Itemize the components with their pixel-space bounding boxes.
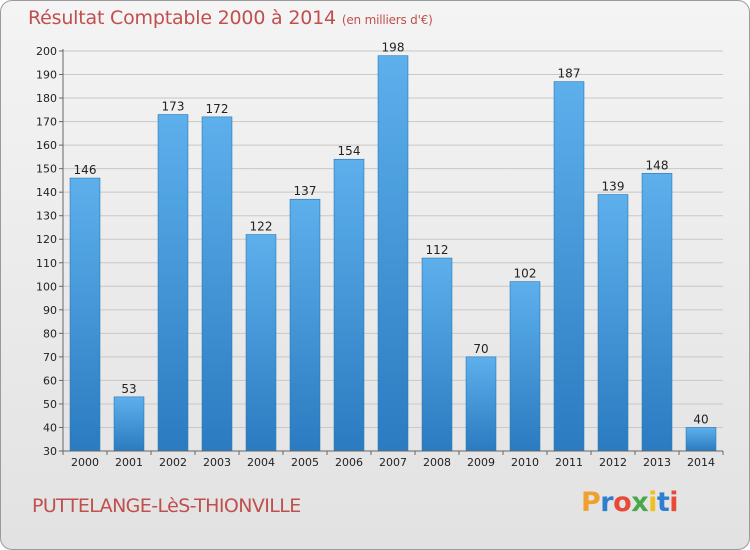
value-labels: 146 53 173 172 122 137 154 198 112 70 102 187 139 148…: [74, 41, 709, 427]
bar: [69, 177, 101, 452]
bar: [289, 198, 321, 452]
x-tick-label: 2013: [643, 456, 671, 469]
bar: [685, 427, 717, 452]
x-tick-label: 2011: [555, 456, 583, 469]
y-tick-label: 90: [43, 304, 57, 317]
y-tick-label: 140: [36, 186, 57, 199]
y-tick-label: 170: [36, 116, 57, 129]
bar: [377, 55, 409, 452]
logo-letter: o: [613, 487, 632, 518]
y-tick-label: 160: [36, 139, 57, 152]
value-label: 146: [74, 163, 97, 177]
chart-title-text: Résultat Comptable 2000 à 2014: [28, 7, 336, 29]
value-label: 102: [514, 267, 537, 281]
bar: [641, 173, 673, 452]
y-tick-label: 200: [36, 45, 57, 58]
x-tick-label: 2006: [335, 456, 363, 469]
logo-letter: x: [631, 487, 649, 518]
value-label: 53: [121, 382, 136, 396]
bar: [201, 116, 233, 452]
value-label: 137: [294, 184, 317, 198]
logo-letter: i: [648, 487, 657, 518]
y-tick-label: 60: [43, 374, 57, 387]
x-tick-label: 2003: [203, 456, 231, 469]
proxiti-logo[interactable]: Proxiti: [581, 487, 679, 518]
bar: [597, 194, 629, 452]
y-tick-label: 50: [43, 398, 57, 411]
y-tick-label: 100: [36, 280, 57, 293]
x-tick-label: 2005: [291, 456, 319, 469]
chart-title: Résultat Comptable 2000 à 2014 (en millie…: [28, 7, 433, 29]
value-label: 139: [602, 180, 625, 194]
y-tick-label: 70: [43, 351, 57, 364]
x-tick-label: 2009: [467, 456, 495, 469]
x-axis-ticks: 2000 2001 2002 2003 2004 2005 2006 2007 2008 2009…: [62, 451, 724, 469]
x-tick-label: 2008: [423, 456, 451, 469]
y-tick-label: 190: [36, 69, 57, 82]
y-axis-ticks: 30 40 50 60 70 80 90 100 110 120 130 140 150 160 170 18…: [36, 45, 63, 458]
logo-letter: P: [581, 487, 601, 518]
y-tick-label: 150: [36, 163, 57, 176]
bar: [245, 234, 277, 452]
x-tick-label: 2001: [115, 456, 143, 469]
x-tick-label: 2002: [159, 456, 187, 469]
value-label: 40: [693, 412, 708, 426]
bar: [333, 158, 365, 452]
value-label: 154: [338, 144, 361, 158]
logo-letter: i: [669, 487, 679, 518]
x-tick-label: 2007: [379, 456, 407, 469]
y-tick-label: 180: [36, 92, 57, 105]
bar: [509, 281, 541, 452]
value-label: 173: [162, 100, 185, 114]
x-tick-label: 2000: [71, 456, 99, 469]
y-tick-label: 80: [43, 327, 57, 340]
value-label: 112: [426, 243, 449, 257]
y-tick-label: 40: [43, 421, 57, 434]
x-tick-label: 2004: [247, 456, 275, 469]
y-tick-label: 130: [36, 210, 57, 223]
value-label: 148: [646, 158, 669, 172]
bar: [553, 81, 585, 452]
y-tick-label: 30: [43, 445, 57, 458]
value-label: 187: [558, 67, 581, 81]
value-label: 198: [382, 41, 405, 55]
y-tick-label: 110: [36, 257, 57, 270]
value-label: 70: [473, 342, 488, 356]
value-label: 122: [250, 220, 273, 234]
chart-subtitle: (en milliers d'€): [341, 13, 433, 27]
value-label: 172: [206, 102, 229, 116]
bar: [113, 396, 145, 452]
logo-letter: t: [656, 487, 670, 518]
bar: [421, 257, 453, 452]
bars: [69, 55, 717, 452]
y-tick-label: 120: [36, 233, 57, 246]
bar: [157, 114, 189, 452]
bar: [465, 356, 497, 452]
commune-name: PUTTELANGE-LèS-THIONVILLE: [32, 495, 301, 517]
x-tick-label: 2014: [687, 456, 715, 469]
x-tick-label: 2010: [511, 456, 539, 469]
x-tick-label: 2012: [599, 456, 627, 469]
logo-letter: r: [600, 487, 614, 518]
